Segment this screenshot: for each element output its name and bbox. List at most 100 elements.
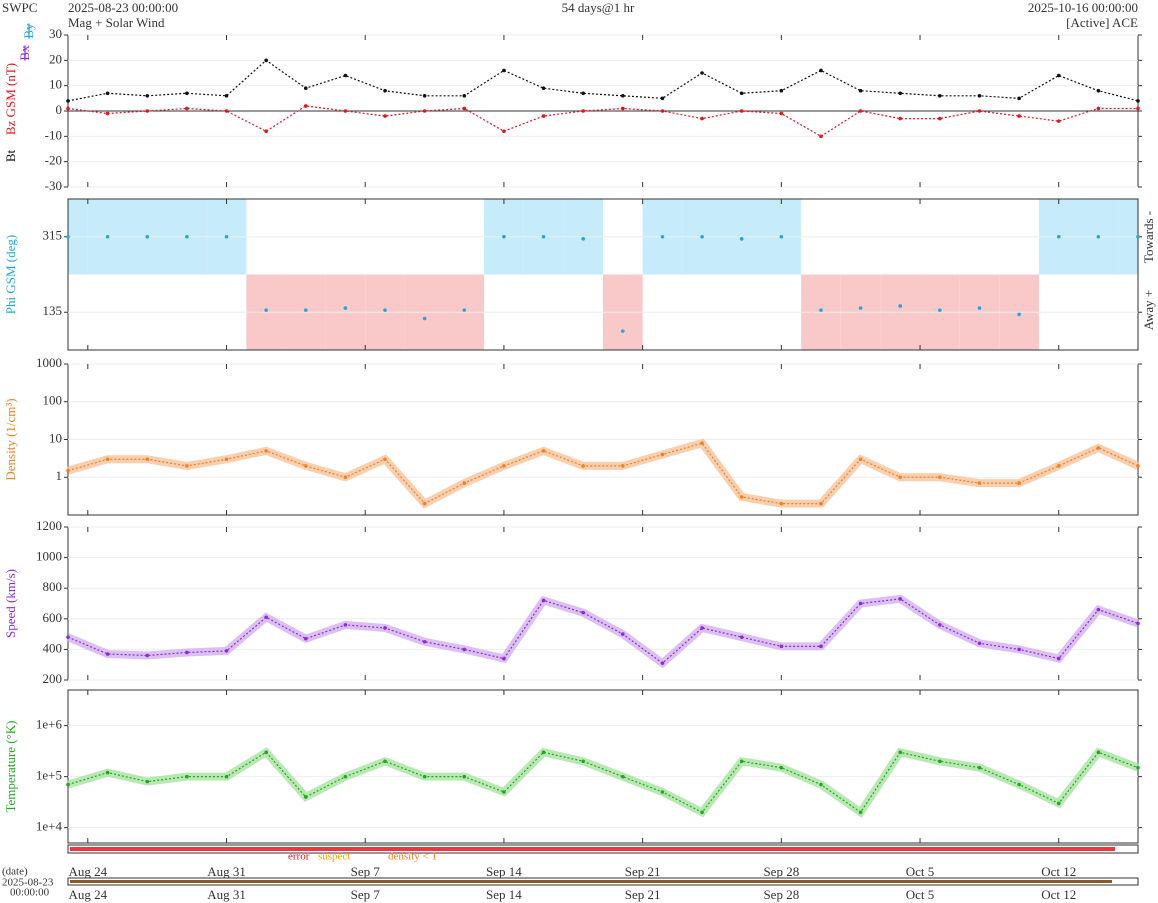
data-point xyxy=(700,810,704,815)
data-point xyxy=(66,782,70,787)
data-point xyxy=(739,759,744,764)
date-start: 2025-08-23 xyxy=(2,877,54,889)
y-tick-label: 400 xyxy=(43,640,63,655)
series-line xyxy=(67,105,1138,138)
data-point xyxy=(66,99,70,103)
data-point xyxy=(462,774,467,779)
data-point xyxy=(581,109,585,113)
y-tick-label: 1000 xyxy=(36,549,62,564)
data-point xyxy=(581,464,585,468)
data-point xyxy=(383,114,387,118)
span: 54 days@1 hr xyxy=(562,0,635,15)
data-point xyxy=(343,475,348,480)
data-point xyxy=(343,109,348,113)
flag-bar xyxy=(70,847,1115,851)
data-point xyxy=(145,94,150,98)
y-tick-label: -20 xyxy=(45,153,62,168)
data-point xyxy=(779,111,784,116)
data-point xyxy=(224,774,229,779)
data-point xyxy=(938,623,942,627)
data-point xyxy=(819,501,823,506)
y-tick-label: 1000 xyxy=(36,355,62,370)
data-point xyxy=(145,109,150,113)
data-point xyxy=(1096,234,1101,239)
y-axis-label-bt: Bt xyxy=(3,149,18,162)
x-tick-label-bottom: Sep 7 xyxy=(351,887,381,902)
data-point xyxy=(581,610,585,615)
data-point xyxy=(938,94,942,98)
data-point xyxy=(739,109,744,113)
y-tick-label: 135 xyxy=(43,303,63,318)
data-point xyxy=(581,759,585,764)
data-point xyxy=(422,109,427,113)
data-point xyxy=(621,632,625,636)
side-label-away: Away + xyxy=(1141,290,1156,330)
data-point xyxy=(898,597,903,601)
series-line xyxy=(67,751,1139,814)
data-point xyxy=(1056,234,1061,239)
y-tick-label: -10 xyxy=(45,127,62,142)
side-label-towards: Towards - xyxy=(1141,211,1156,263)
data-point xyxy=(462,308,467,312)
x-tick-label-bottom: Sep 14 xyxy=(486,887,522,902)
data-point xyxy=(502,68,506,73)
data-point xyxy=(977,94,982,98)
y-tick-label: 1e+4 xyxy=(36,819,63,834)
data-point xyxy=(1017,312,1021,317)
data-point xyxy=(858,88,863,93)
data-point xyxy=(264,750,268,755)
x-tick-label: Oct 5 xyxy=(906,864,935,879)
y-axis-label: Speed (km/s) xyxy=(3,569,18,638)
data-point xyxy=(105,111,110,116)
data-point xyxy=(1056,656,1061,661)
data-point xyxy=(383,626,387,630)
data-point xyxy=(621,106,625,111)
data-point xyxy=(343,73,348,78)
data-point xyxy=(145,457,150,462)
data-point xyxy=(502,129,506,134)
data-point xyxy=(977,481,982,485)
data-point xyxy=(779,88,784,93)
data-point xyxy=(700,626,704,630)
data-point xyxy=(541,114,546,118)
data-point xyxy=(105,234,110,239)
data-point xyxy=(145,234,150,239)
data-point xyxy=(66,234,70,239)
y-tick-label: 30 xyxy=(49,26,62,41)
data-point xyxy=(105,91,110,96)
data-point xyxy=(303,86,308,90)
data-point xyxy=(462,647,467,652)
time-start: 00:00:00 xyxy=(10,887,50,899)
data-point xyxy=(422,639,427,644)
source: SWPC xyxy=(2,0,37,15)
x-tick-label: Oct 12 xyxy=(1041,864,1076,879)
data-point xyxy=(1136,234,1140,239)
data-point xyxy=(264,449,268,453)
data-point xyxy=(66,468,70,473)
date-label: (date) xyxy=(2,866,28,878)
data-point xyxy=(660,790,665,794)
data-point xyxy=(898,304,903,308)
y-axis-label: Density (1/cm³) xyxy=(3,398,18,480)
data-point xyxy=(1056,73,1061,78)
data-point xyxy=(621,94,625,98)
data-point xyxy=(938,759,942,764)
data-point xyxy=(105,770,110,775)
data-point xyxy=(224,234,229,239)
data-point xyxy=(422,501,427,506)
data-point xyxy=(581,237,585,241)
x-tick-label-bottom: Aug 31 xyxy=(207,887,246,902)
data-point xyxy=(224,457,229,462)
data-point xyxy=(977,109,982,113)
data-point xyxy=(145,653,150,658)
end-time: 2025-10-16 00:00:00 xyxy=(1028,0,1138,15)
y-tick-label: 315 xyxy=(43,228,63,243)
data-point xyxy=(185,106,189,111)
y-tick-label: 1200 xyxy=(36,518,62,533)
spacecraft: [Active] ACE xyxy=(1066,15,1138,30)
start-time: 2025-08-23 00:00:00 xyxy=(68,0,178,15)
data-point xyxy=(541,598,546,603)
data-point xyxy=(621,464,625,468)
data-point xyxy=(779,234,784,239)
